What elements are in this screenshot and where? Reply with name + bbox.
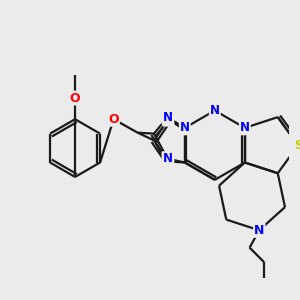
Text: N: N	[210, 104, 220, 117]
Text: S: S	[294, 139, 300, 152]
Text: N: N	[164, 113, 173, 126]
Text: N: N	[240, 122, 250, 134]
Text: O: O	[108, 113, 119, 126]
Text: N: N	[164, 155, 173, 168]
Text: O: O	[70, 92, 80, 104]
Text: N: N	[163, 111, 172, 124]
Text: N: N	[163, 152, 172, 165]
Text: N: N	[254, 224, 264, 237]
Text: N: N	[180, 122, 190, 134]
